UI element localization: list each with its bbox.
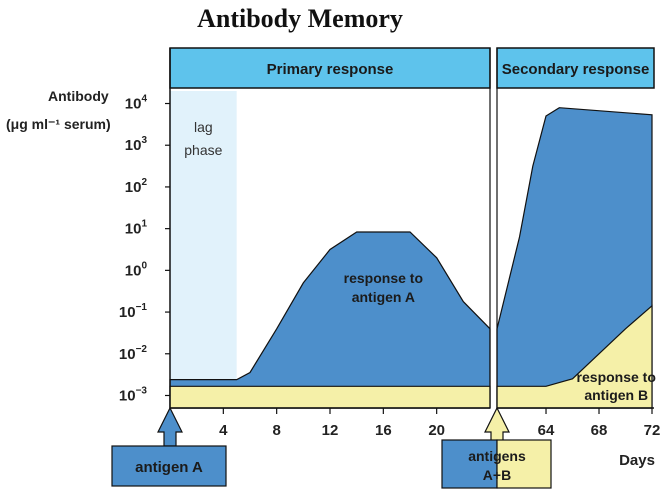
x-tick-label: 12: [322, 422, 339, 439]
y-tick-exponent: 3: [141, 135, 147, 146]
antigens-ab-label-line2: A+B: [483, 467, 511, 483]
response-b-label-line2: antigen B: [584, 387, 648, 403]
antigens-ab-label-line1: antigens: [468, 448, 526, 464]
lag-phase-label-line2: phase: [184, 142, 222, 158]
response-a-label-line2: antigen A: [352, 289, 415, 305]
y-tick-exponent: 4: [141, 94, 147, 105]
antigen-a-label: antigen A: [135, 459, 203, 476]
secondary-response-label: Secondary response: [502, 61, 650, 78]
antigens-ab-box-left: [441, 439, 498, 489]
series-antigen-a-primary-area: [169, 231, 491, 409]
lag-phase-region: [170, 91, 237, 408]
y-axis-label-line2: (μg ml⁻¹ serum): [6, 116, 111, 132]
y-tick-exponent: −1: [136, 302, 148, 313]
response-a-label-line1: response to: [344, 270, 423, 286]
antigen-a-box: [111, 445, 227, 487]
y-tick-exponent: −2: [136, 344, 148, 355]
primary-response-label: Primary response: [267, 61, 394, 78]
x-tick-label: 72: [644, 422, 661, 439]
x-tick-label: 8: [272, 422, 280, 439]
y-tick-label: 10−2: [119, 344, 148, 363]
antigen-a-arrow: [157, 406, 183, 447]
y-tick-exponent: 0: [141, 260, 147, 271]
series-antigen-b-secondary-area: [496, 304, 653, 409]
x-axis-label: Days: [619, 452, 655, 469]
y-tick-label: 103: [125, 135, 148, 154]
y-tick-label: 10−3: [119, 385, 148, 404]
lag-phase-label-line1: lag: [194, 119, 213, 135]
response-b-label-line1: response to: [577, 369, 656, 385]
y-tick-label: 102: [125, 177, 148, 196]
primary-response-header: [169, 47, 491, 89]
y-tick-label: 104: [125, 94, 148, 113]
antigens-ab-box-right: [496, 439, 552, 489]
y-tick-exponent: −3: [136, 385, 148, 396]
y-axis-label-line1: Antibody: [48, 88, 109, 104]
chart-title: Antibody Memory: [197, 4, 403, 33]
x-tick-label: 16: [375, 422, 392, 439]
y-tick-label: 10−1: [119, 302, 148, 321]
x-tick-label: 68: [591, 422, 608, 439]
series-antigen-b-primary-area: [169, 385, 491, 409]
y-tick-label: 101: [125, 219, 148, 238]
y-tick-exponent: 2: [141, 177, 147, 188]
x-tick-label: 20: [428, 422, 445, 439]
x-tick-label: 64: [538, 422, 555, 439]
y-tick-exponent: 1: [141, 219, 147, 230]
y-tick-label: 100: [125, 260, 148, 279]
x-tick-label: 4: [219, 422, 228, 439]
